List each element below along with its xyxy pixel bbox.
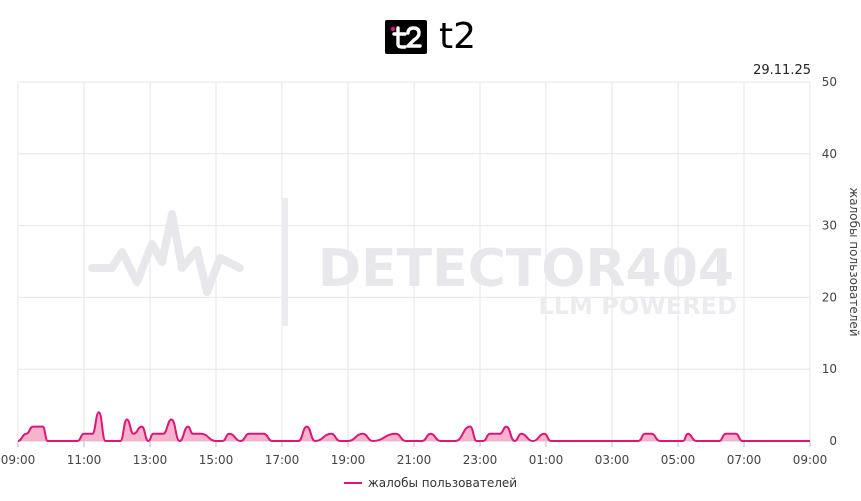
brand-name: t2 <box>438 16 477 57</box>
x-tick-label: 15:00 <box>199 453 234 467</box>
y-tick-label: 10 <box>822 362 837 376</box>
legend-swatch <box>343 482 362 484</box>
x-tick-label: 21:00 <box>397 453 432 467</box>
x-tick-label: 01:00 <box>529 453 564 467</box>
x-tick-label: 09:00 <box>1 453 36 467</box>
chart-date: 29.11.25 <box>753 63 811 78</box>
x-tick-label: 05:00 <box>661 453 696 467</box>
y-tick-label: 20 <box>822 290 837 304</box>
y-axis-labels: 0 10 20 30 40 50 <box>822 75 837 448</box>
y-tick-label: 30 <box>822 219 837 233</box>
series-line <box>17 411 810 443</box>
legend[interactable]: жалобы пользователей <box>0 476 861 490</box>
x-tick-label: 11:00 <box>67 453 102 467</box>
watermark: DETECTOR404 LLM POWERED <box>88 198 737 326</box>
x-tick-label: 23:00 <box>463 453 498 467</box>
vertical-grid <box>17 82 811 447</box>
x-tick-label: 13:00 <box>133 453 168 467</box>
x-tick-label: 07:00 <box>727 453 762 467</box>
header: t2 <box>0 14 861 60</box>
y-tick-label: 0 <box>829 434 837 448</box>
t2-logo-icon <box>384 20 427 54</box>
y-axis-title: жалобы пользователей <box>847 187 861 336</box>
watermark-line1: DETECTOR404 <box>318 239 734 299</box>
x-tick-label: 19:00 <box>331 453 366 467</box>
watermark-pulse-icon <box>88 210 244 296</box>
legend-label: жалобы пользователей <box>367 476 518 490</box>
x-tick-label: 17:00 <box>265 453 300 467</box>
x-tick-label: 03:00 <box>595 453 630 467</box>
y-tick-label: 50 <box>822 75 837 89</box>
watermark-divider <box>282 198 288 326</box>
y-tick-label: 40 <box>822 147 837 161</box>
t2-logo-glyph <box>390 26 422 49</box>
x-tick-label: 09:00 <box>793 453 828 467</box>
watermark-line2: LLM POWERED <box>539 292 737 320</box>
x-axis-labels: 09:00 11:00 13:00 15:00 17:00 19:00 21:00 23:00… <box>1 453 828 467</box>
